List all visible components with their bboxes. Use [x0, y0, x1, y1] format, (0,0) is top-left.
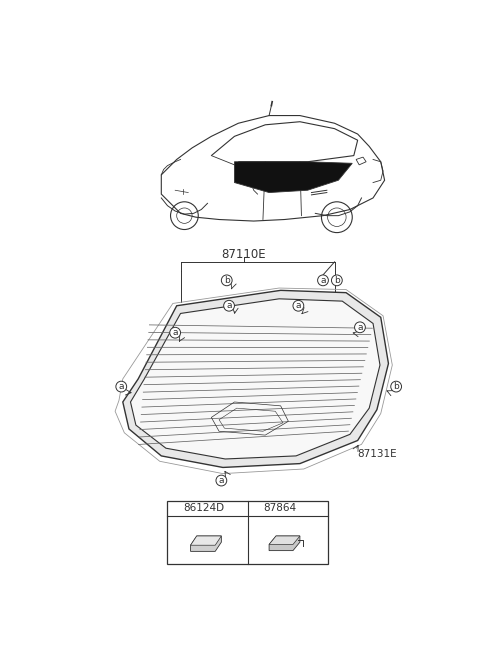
Polygon shape	[131, 299, 380, 459]
Circle shape	[355, 322, 365, 333]
Circle shape	[224, 301, 234, 311]
Circle shape	[332, 275, 342, 286]
Circle shape	[216, 475, 227, 486]
Text: a: a	[296, 301, 301, 310]
Polygon shape	[269, 536, 300, 544]
Text: a: a	[218, 476, 224, 485]
Text: 87131E: 87131E	[358, 449, 397, 458]
Circle shape	[171, 503, 181, 514]
Polygon shape	[191, 536, 221, 552]
Circle shape	[391, 381, 402, 392]
Text: a: a	[357, 323, 363, 332]
Text: 87864: 87864	[264, 503, 297, 514]
Text: a: a	[172, 328, 178, 337]
Circle shape	[170, 328, 180, 338]
Text: a: a	[226, 301, 232, 310]
Polygon shape	[234, 162, 352, 193]
Text: a: a	[320, 276, 326, 285]
FancyBboxPatch shape	[168, 500, 328, 564]
Polygon shape	[123, 290, 388, 468]
Circle shape	[318, 275, 328, 286]
Text: 87110E: 87110E	[221, 248, 266, 261]
Text: b: b	[334, 276, 340, 285]
Text: b: b	[253, 504, 259, 513]
Text: a: a	[119, 382, 124, 391]
Text: 86124D: 86124D	[184, 503, 225, 514]
Text: b: b	[393, 382, 399, 391]
Circle shape	[116, 381, 127, 392]
Circle shape	[251, 503, 261, 514]
Polygon shape	[269, 536, 300, 551]
Circle shape	[293, 301, 304, 311]
Text: b: b	[224, 276, 229, 285]
Polygon shape	[191, 536, 221, 545]
Text: a: a	[173, 504, 179, 513]
Circle shape	[221, 275, 232, 286]
